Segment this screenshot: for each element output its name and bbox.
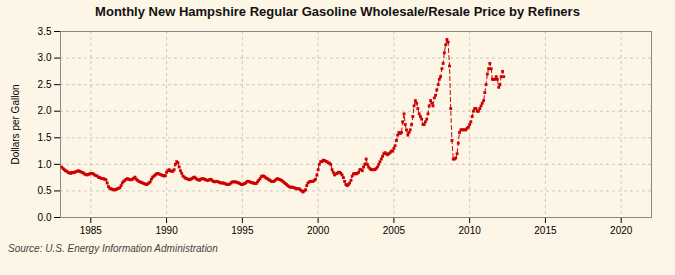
- svg-text:1.0: 1.0: [38, 159, 52, 170]
- svg-text:1990: 1990: [155, 225, 178, 236]
- svg-text:2005: 2005: [383, 225, 406, 236]
- svg-text:Dollars per Gallon: Dollars per Gallon: [10, 84, 21, 164]
- svg-text:3.0: 3.0: [38, 52, 52, 63]
- svg-text:2010: 2010: [459, 225, 482, 236]
- svg-text:2.0: 2.0: [38, 105, 52, 116]
- svg-text:0.0: 0.0: [38, 212, 52, 223]
- html-text:Monthly New Hampshire Regular: Monthly New Hampshire Regular Gasoline W…: [95, 4, 580, 19]
- svg-text:2.5: 2.5: [38, 79, 52, 90]
- html-text:Source: U.S. Energy Informatio: Source: U.S. Energy Information Administ…: [8, 243, 218, 254]
- svg-text:2000: 2000: [307, 225, 330, 236]
- svg-text:2015: 2015: [534, 225, 557, 236]
- svg-text:1.5: 1.5: [38, 132, 52, 143]
- svg-text:3.5: 3.5: [38, 26, 52, 37]
- svg-text:0.5: 0.5: [38, 185, 52, 196]
- svg-text:1995: 1995: [231, 225, 254, 236]
- svg-text:2020: 2020: [610, 225, 633, 236]
- svg-text:1985: 1985: [80, 225, 103, 236]
